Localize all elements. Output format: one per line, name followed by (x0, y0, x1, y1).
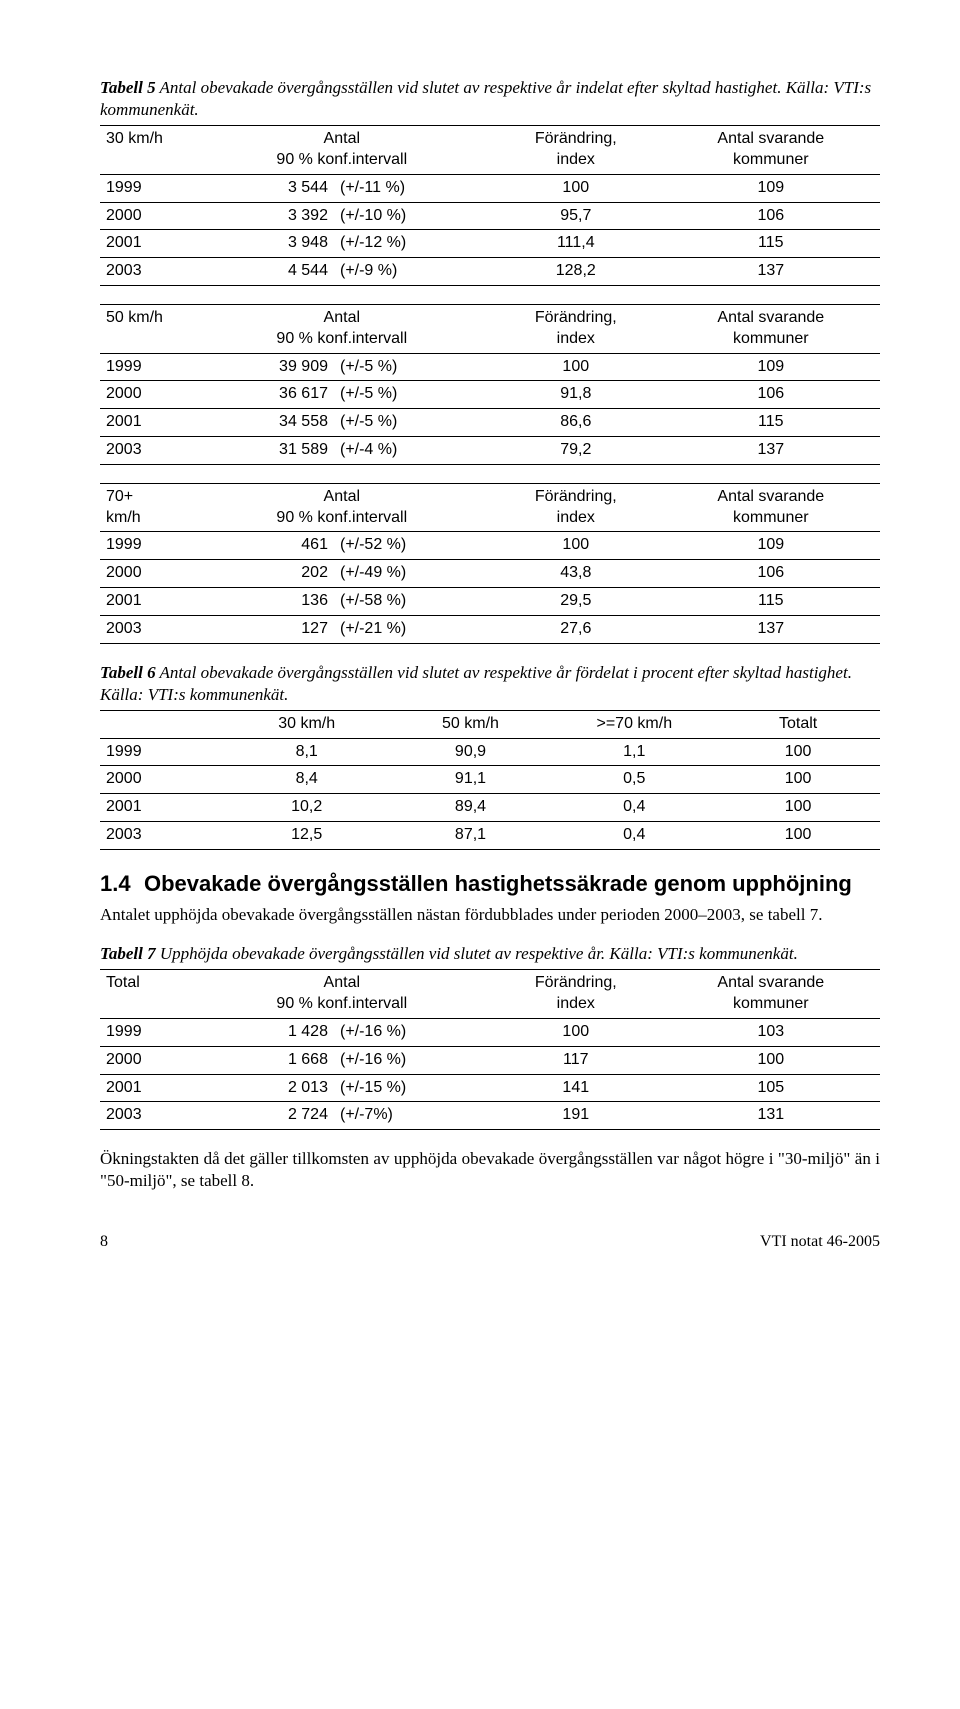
block-label: 50 km/h (100, 304, 194, 353)
tabell5-block-30: 30 km/h Antal 90 % konf.intervall Föränd… (100, 125, 880, 286)
page-footer: 8 VTI notat 46-2005 (100, 1232, 880, 1253)
tabell7-caption: Tabell 7 Upphöjda obevakade övergångsstä… (100, 943, 880, 965)
section-1-4-heading: 1.4 Obevakade övergångsställen hastighet… (100, 870, 880, 899)
tabell6-caption: Tabell 6 Antal obevakade övergångsställe… (100, 662, 880, 706)
block-label: 30 km/h (100, 126, 194, 175)
block-label: 70+km/h (100, 483, 194, 532)
tabell5-caption-rest: Antal obevakade övergångsställen vid slu… (100, 78, 871, 119)
closing-paragraph: Ökningstakten då det gäller tillkomsten … (100, 1148, 880, 1192)
tabell5-caption: Tabell 5 Antal obevakade övergångsställe… (100, 77, 880, 121)
section-1-4-para: Antalet upphöjda obevakade övergångsstäl… (100, 904, 880, 926)
doc-id: VTI notat 46-2005 (760, 1232, 880, 1253)
tabell5-caption-bold: Tabell 5 (100, 78, 156, 97)
tabell7: Total Antal90 % konf.intervall Förändrin… (100, 969, 880, 1130)
tabell5-block-70: 70+km/h Antal90 % konf.intervall Förändr… (100, 483, 880, 644)
page-number: 8 (100, 1232, 108, 1253)
tabell5-block-50: 50 km/h Antal90 % konf.intervall Förändr… (100, 304, 880, 465)
tabell6: 30 km/h 50 km/h >=70 km/h Totalt 19998,1… (100, 710, 880, 850)
